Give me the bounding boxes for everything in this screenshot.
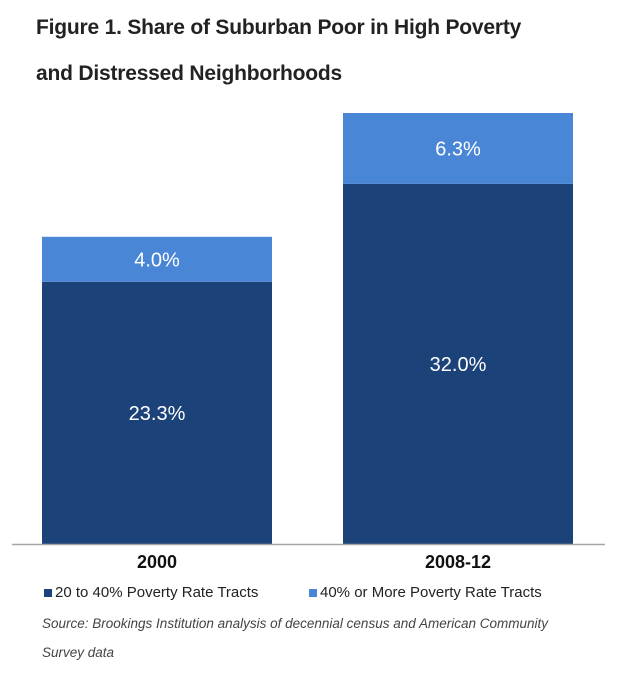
source-note-line-2: Survey data bbox=[42, 645, 115, 660]
bar-2000-series-0 bbox=[42, 281, 272, 544]
bar-2008-12-series-0 bbox=[343, 183, 573, 544]
bar-2000-series-1 bbox=[42, 236, 272, 282]
legend-swatch-40-plus bbox=[309, 588, 317, 597]
data-label-2000-series-1: 4.0% bbox=[134, 249, 180, 271]
chart-title-line-2: and Distressed Neighborhoods bbox=[36, 62, 342, 85]
source-note-line-1: Source: Brookings Institution analysis o… bbox=[42, 616, 549, 631]
legend-item-20-40: 20 to 40% Poverty Rate Tracts bbox=[44, 584, 258, 601]
legend-swatch-20-40 bbox=[44, 588, 52, 597]
data-label-2008-12-series-0: 32.0% bbox=[430, 354, 487, 376]
legend-label-20-40: 20 to 40% Poverty Rate Tracts bbox=[55, 584, 259, 601]
x-tick-label-2008-12: 2008-12 bbox=[424, 552, 492, 572]
data-label-2008-12-series-1: 6.3% bbox=[435, 138, 481, 160]
legend-item-40-plus: 40% or More Poverty Rate Tracts bbox=[309, 584, 542, 601]
legend-label-40-plus: 40% or More Poverty Rate Tracts bbox=[320, 584, 542, 601]
chart-title-line-1: Figure 1. Share of Suburban Poor in High… bbox=[36, 16, 522, 39]
data-label-2000-series-0: 23.3% bbox=[129, 403, 186, 425]
x-tick-label-2000: 2000 bbox=[136, 552, 178, 572]
bar-2008-12-series-1 bbox=[343, 113, 573, 184]
